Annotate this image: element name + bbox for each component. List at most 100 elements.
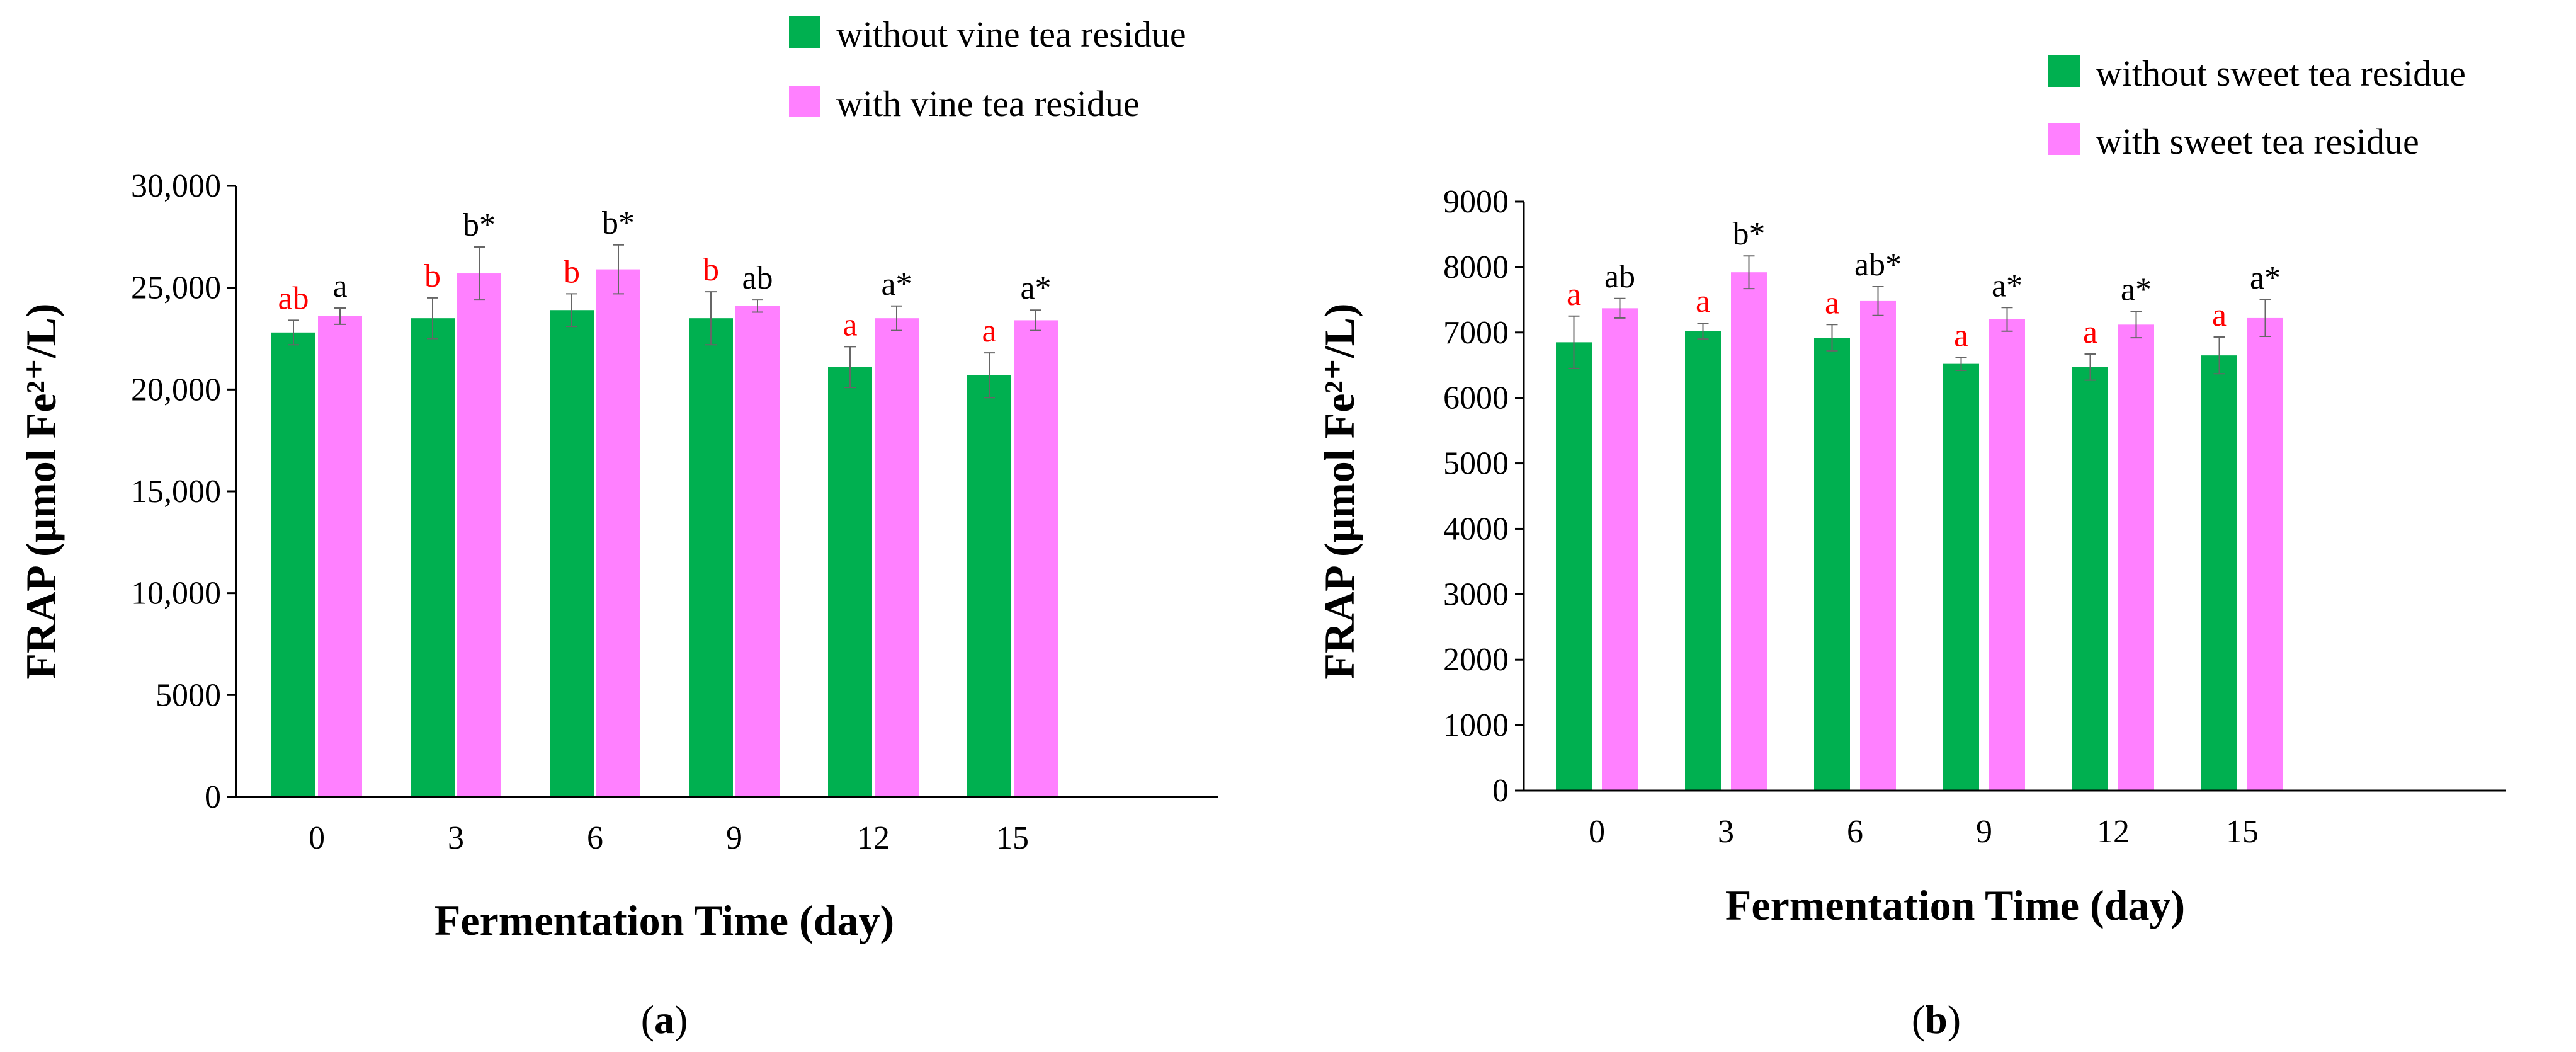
legend-label-with-vine: with vine tea residue: [836, 83, 1140, 124]
bar-without-9: [689, 318, 733, 798]
significance-label: b: [424, 258, 441, 294]
significance-label: ab: [278, 280, 309, 316]
chart-panel-b: without sweet tea residue with sweet tea…: [1315, 53, 2506, 1042]
x-tick-label: 15: [996, 820, 1029, 856]
x-tick-label: 12: [2097, 814, 2130, 850]
significance-label: a: [2212, 297, 2227, 333]
y-tick-label: 20,000: [131, 372, 221, 408]
legend-label-without-vine: without vine tea residue: [836, 14, 1186, 55]
y-tick-label: 6000: [1443, 380, 1509, 416]
y-tick-label: 0: [1492, 773, 1509, 809]
significance-label: a*: [2121, 272, 2152, 308]
legend-a: without vine tea residue with vine tea r…: [789, 14, 1186, 124]
x-tick-label: 9: [726, 820, 742, 856]
x-tick-label: 3: [448, 820, 464, 856]
significance-label: a*: [1992, 268, 2023, 304]
y-tick-label: 4000: [1443, 511, 1509, 547]
legend-swatch-with-sweet: [2048, 123, 2080, 155]
y-axis-title-a: FRAP (μmol Fe²⁺/L): [17, 303, 65, 679]
bar-without-15: [2201, 355, 2237, 791]
significance-label: a*: [2250, 260, 2281, 296]
bar-with-6: [1860, 300, 1896, 791]
bar-with-12: [2118, 324, 2154, 791]
bar-without-0: [271, 332, 315, 797]
legend-swatch-with-vine: [789, 86, 820, 117]
bar-without-3: [1685, 331, 1721, 791]
significance-label: a: [1567, 277, 1581, 312]
y-tick-label: 2000: [1443, 642, 1509, 678]
bar-with-6: [596, 269, 640, 798]
x-axis-title-b: Fermentation Time (day): [1725, 881, 2185, 929]
y-tick-label: 30,000: [131, 168, 221, 204]
x-tick-label: 9: [1976, 814, 1992, 850]
legend-swatch-without-vine: [789, 16, 820, 48]
x-tick-label: 12: [857, 820, 890, 856]
y-tick-label: 8000: [1443, 249, 1509, 285]
bar-with-12: [875, 318, 919, 798]
panel-label-a: (a): [641, 997, 688, 1042]
significance-label: a*: [1020, 270, 1051, 306]
bar-without-0: [1556, 342, 1592, 791]
legend-label-with-sweet: with sweet tea residue: [2096, 121, 2419, 162]
significance-label: b: [703, 252, 719, 288]
bar-with-15: [1014, 320, 1058, 797]
significance-label: ab: [742, 260, 773, 296]
significance-label: b*: [602, 205, 635, 241]
bar-without-12: [828, 367, 872, 797]
y-tick-label: 7000: [1443, 315, 1509, 351]
y-tick-label: 1000: [1443, 707, 1509, 743]
y-tick-label: 5000: [156, 677, 221, 713]
bar-with-3: [457, 273, 501, 797]
x-tick-label: 0: [1589, 814, 1605, 850]
x-tick-label: 6: [1847, 814, 1863, 850]
significance-label: b: [564, 254, 580, 290]
significance-label: ab*: [1854, 247, 1902, 283]
bar-without-12: [2072, 367, 2108, 791]
panel-label-b: (b): [1912, 997, 1961, 1042]
significance-label: a*: [881, 266, 912, 302]
significance-label: a: [1825, 285, 1839, 321]
bar-without-9: [1943, 363, 1979, 791]
bar-with-9: [735, 306, 780, 797]
legend-label-without-sweet: without sweet tea residue: [2096, 53, 2466, 94]
panel-letter-b: b: [1925, 997, 1948, 1042]
y-tick-label: 15,000: [131, 474, 221, 510]
legend-swatch-without-sweet: [2048, 55, 2080, 87]
bar-with-0: [318, 316, 362, 797]
bar-without-3: [411, 318, 455, 798]
y-axis-title-b: FRAP (μmol Fe²⁺/L): [1315, 303, 1363, 679]
significance-label: a: [332, 268, 347, 304]
y-axis-ticks-b: 0 1000 2000 3000 4000 5000 6000 7000 8000 9000: [1443, 184, 1524, 809]
y-tick-label: 0: [205, 779, 221, 815]
significance-label: ab: [1604, 259, 1635, 295]
bar-without-6: [550, 310, 594, 797]
x-axis-ticks-b: 0 3 6 9 12 15: [1589, 814, 2259, 850]
x-tick-label: 15: [2226, 814, 2259, 850]
y-tick-label: 5000: [1443, 446, 1509, 482]
significance-label: a: [1954, 317, 1968, 353]
bar-with-9: [1989, 319, 2025, 791]
x-axis-title-a: Fermentation Time (day): [434, 896, 894, 944]
bar-with-15: [2247, 317, 2283, 791]
x-tick-label: 0: [309, 820, 325, 856]
significance-label: b*: [463, 207, 496, 243]
chart-panel-a: without vine tea residue with vine tea r…: [17, 14, 1218, 1042]
legend-b: without sweet tea residue with sweet tea…: [2048, 53, 2466, 162]
x-tick-label: 6: [587, 820, 603, 856]
bar-without-6: [1814, 338, 1850, 791]
x-axis-ticks-a: 0 3 6 9 12 15: [309, 820, 1029, 856]
panel-letter-a: a: [654, 997, 674, 1042]
x-tick-label: 3: [1718, 814, 1734, 850]
significance-label: b*: [1733, 216, 1766, 252]
y-axis-ticks-a: 0 5000 10,000 15,000 20,000 25,000 30,000: [131, 168, 236, 815]
significance-label: a: [2083, 314, 2097, 350]
bar-with-3: [1731, 272, 1767, 791]
bar-with-0: [1602, 308, 1638, 791]
y-tick-label: 3000: [1443, 576, 1509, 612]
significance-label: a: [843, 307, 857, 343]
y-tick-label: 25,000: [131, 270, 221, 306]
significance-label: a: [982, 313, 996, 349]
